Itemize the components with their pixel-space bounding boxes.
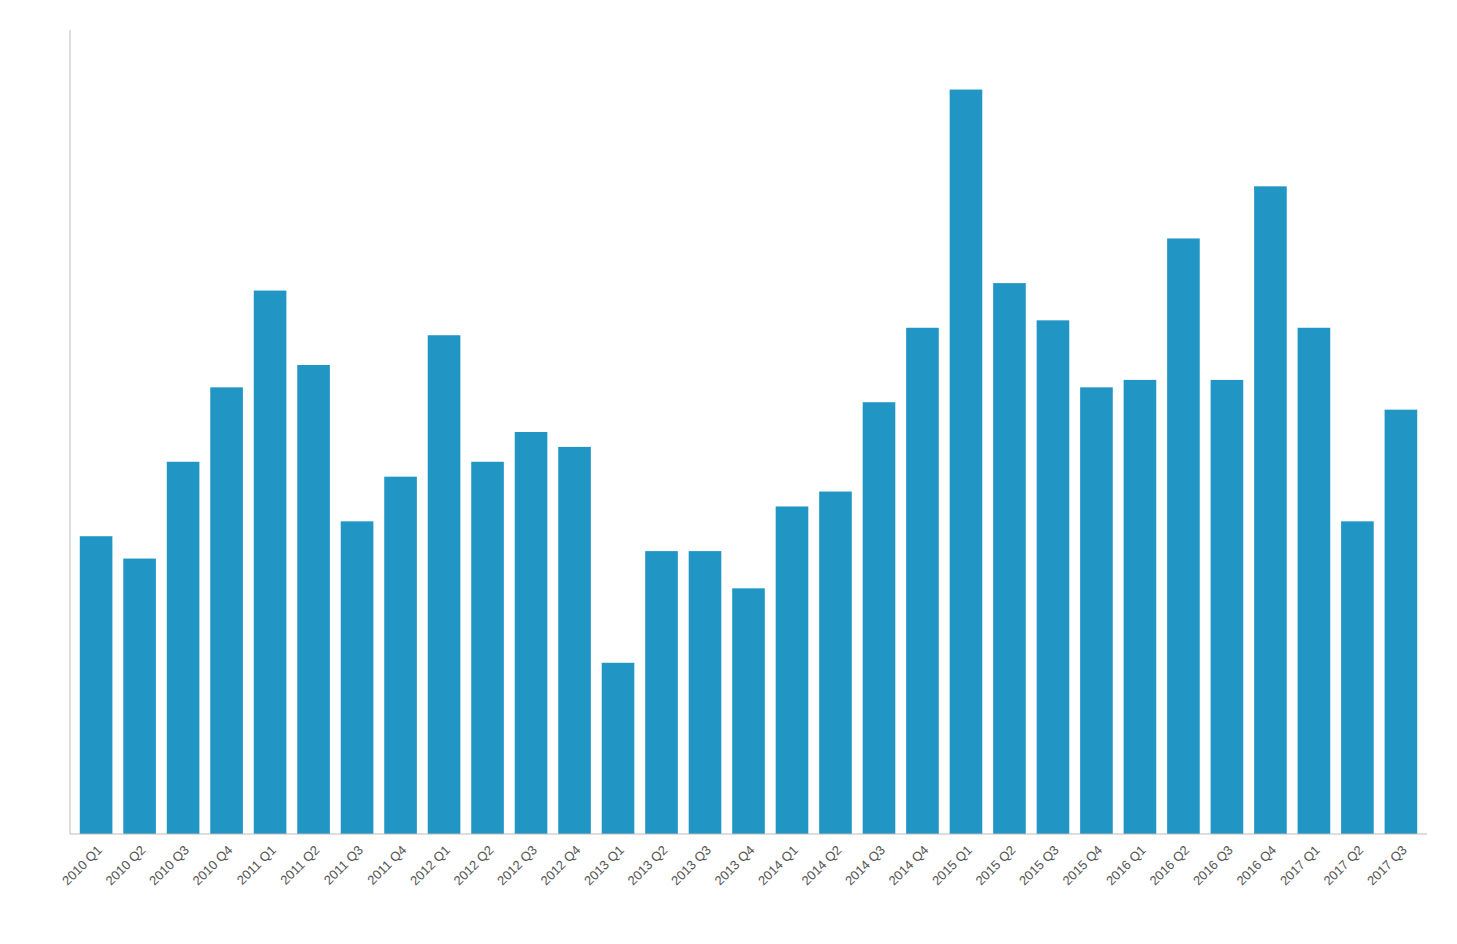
bar: [1254, 186, 1287, 834]
bar: [384, 477, 417, 834]
bar: [167, 462, 200, 834]
x-tick-label: 2016 Q3: [1190, 842, 1236, 888]
bar: [950, 90, 983, 834]
y-axis-line: [70, 30, 71, 834]
x-tick-label: 2016 Q4: [1233, 842, 1279, 888]
x-tick-label: 2012 Q1: [407, 842, 453, 888]
x-tick-label: 2014 Q3: [842, 842, 888, 888]
x-tick-label: 2014 Q1: [755, 842, 801, 888]
bar: [210, 387, 243, 834]
x-tick-label: 2017 Q3: [1364, 842, 1410, 888]
x-tick-label: 2012 Q2: [451, 842, 497, 888]
x-tick-label: 2016 Q1: [1103, 842, 1149, 888]
x-tick-label: 2015 Q1: [929, 842, 975, 888]
x-tick-label: 2012 Q4: [538, 842, 584, 888]
axes: [70, 30, 1427, 834]
bar: [863, 402, 896, 834]
bar: [993, 283, 1026, 834]
x-tick-label: 2010 Q2: [103, 842, 149, 888]
bar: [341, 521, 374, 834]
bar: [1341, 521, 1374, 834]
x-tick-label: 2014 Q2: [799, 842, 845, 888]
bar: [254, 291, 287, 834]
x-tick-label: 2015 Q2: [972, 842, 1018, 888]
bar: [123, 559, 156, 834]
x-tick-label: 2010 Q1: [59, 842, 105, 888]
x-tick-label: 2010 Q4: [190, 842, 236, 888]
x-tick-label: 2010 Q3: [146, 842, 192, 888]
bars: [80, 90, 1417, 834]
chart-container: 2010 Q12010 Q22010 Q32010 Q42011 Q12011 …: [0, 0, 1457, 944]
x-tick-label: 2013 Q4: [712, 842, 758, 888]
bar: [689, 551, 722, 834]
x-tick-label: 2011 Q3: [321, 842, 366, 887]
x-tick-label: 2015 Q4: [1059, 842, 1105, 888]
x-tick-label: 2016 Q2: [1146, 842, 1192, 888]
x-tick-labels: 2010 Q12010 Q22010 Q32010 Q42011 Q12011 …: [59, 842, 1410, 888]
x-tick-label: 2013 Q2: [625, 842, 671, 888]
bar: [732, 588, 765, 834]
bar: [1167, 238, 1200, 834]
chart-svg: 2010 Q12010 Q22010 Q32010 Q42011 Q12011 …: [0, 0, 1457, 944]
bar: [645, 551, 678, 834]
x-axis-line: [70, 834, 1427, 835]
x-tick-label: 2013 Q1: [581, 842, 627, 888]
bar: [1037, 320, 1070, 834]
x-tick-label: 2014 Q4: [886, 842, 932, 888]
bar: [428, 335, 461, 834]
bar: [1124, 380, 1157, 834]
bar: [515, 432, 548, 834]
x-tick-label: 2013 Q3: [668, 842, 714, 888]
bar: [471, 462, 504, 834]
bar: [558, 447, 591, 834]
bar: [776, 506, 809, 834]
x-tick-label: 2017 Q1: [1277, 842, 1323, 888]
x-tick-label: 2011 Q2: [277, 842, 322, 887]
bar: [906, 328, 939, 834]
x-tick-label: 2012 Q3: [494, 842, 540, 888]
bar: [1211, 380, 1244, 834]
bar: [297, 365, 330, 834]
bar: [80, 536, 113, 834]
bar: [1298, 328, 1331, 834]
bar: [819, 492, 852, 834]
x-tick-label: 2011 Q1: [234, 842, 279, 887]
bar: [602, 663, 635, 834]
bar: [1385, 410, 1418, 834]
bar: [1080, 387, 1113, 834]
x-tick-label: 2017 Q2: [1320, 842, 1366, 888]
x-tick-label: 2011 Q4: [364, 842, 409, 887]
x-tick-label: 2015 Q3: [1016, 842, 1062, 888]
